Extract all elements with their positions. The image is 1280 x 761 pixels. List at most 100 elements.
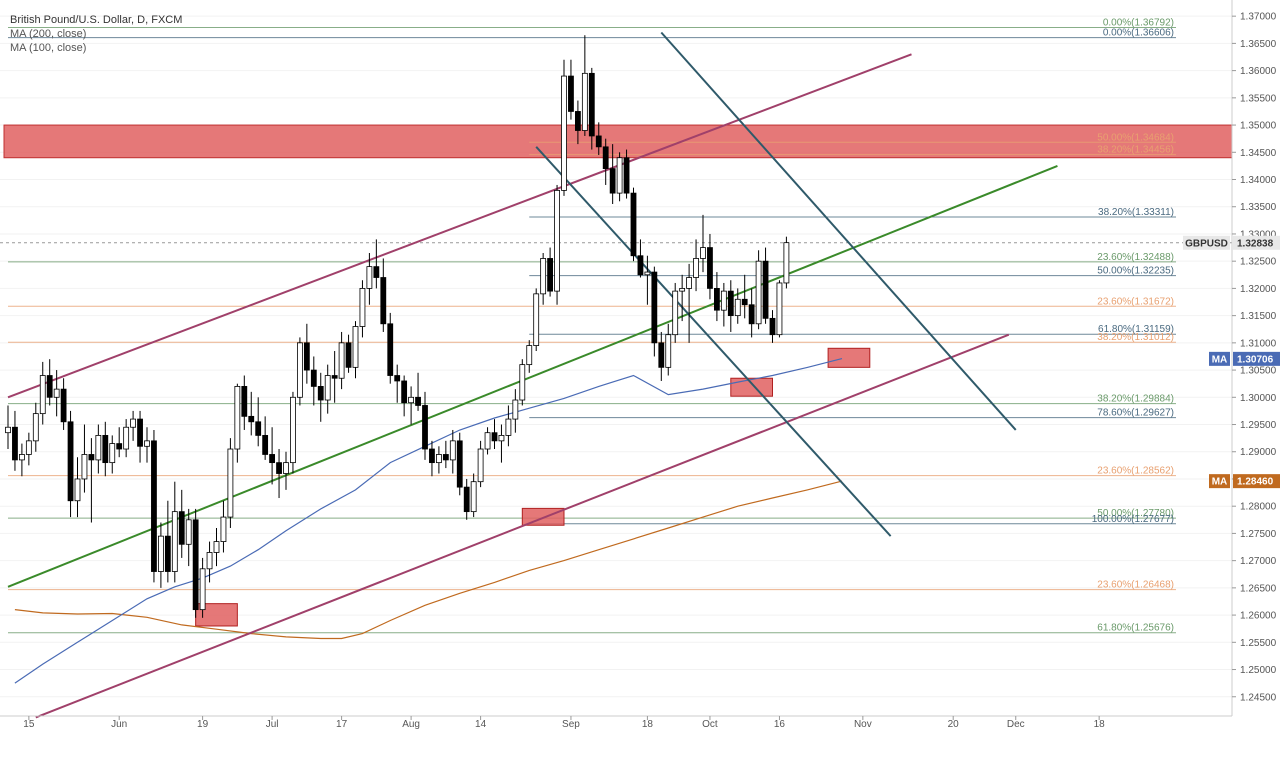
price-tag-value-bg: [1233, 474, 1280, 489]
candle-body: [665, 334, 672, 368]
fib-level-label: 100.00%(1.27677): [1092, 514, 1174, 525]
x-tick-label: 20: [948, 719, 960, 730]
candle-body: [88, 454, 95, 461]
candle: [658, 331, 665, 381]
price-tag-label-bg: [1209, 351, 1230, 366]
candle-body: [783, 242, 790, 284]
y-tick-label: 1.35500: [1240, 93, 1277, 104]
fib-level-label: 38.20%(1.31012): [1097, 332, 1174, 343]
resistance-zone: [3, 124, 1233, 159]
candle: [762, 247, 769, 324]
candle: [185, 508, 192, 567]
candle: [700, 214, 706, 273]
candle: [380, 258, 387, 332]
candle-body: [449, 440, 456, 461]
candle-body: [331, 375, 338, 379]
candle-body: [700, 247, 706, 259]
candle: [623, 149, 630, 199]
support-box: [730, 377, 773, 397]
candle-body: [206, 552, 213, 570]
fib-level-label: 23.60%(1.31672): [1097, 296, 1174, 307]
candle-body: [81, 454, 88, 480]
candle: [707, 233, 713, 300]
candle-body: [144, 440, 150, 447]
candle-body: [241, 386, 248, 417]
candle: [262, 416, 269, 460]
candle-body: [157, 535, 164, 572]
candle-body: [547, 258, 553, 292]
candle: [53, 370, 60, 417]
candle: [359, 280, 366, 338]
fib-level-label: 0.00%(1.36606): [1103, 28, 1174, 39]
candle: [220, 500, 227, 553]
y-tick-label: 1.34500: [1240, 148, 1277, 159]
candle: [720, 282, 727, 327]
fib-level-label: 38.20%(1.29884): [1097, 394, 1174, 405]
candle: [81, 424, 88, 493]
y-tick-label: 1.25500: [1240, 638, 1277, 649]
candle-body: [53, 388, 60, 398]
candle-body: [630, 192, 637, 257]
candle-body: [540, 258, 547, 295]
candle-body: [137, 418, 143, 447]
candle-body: [366, 266, 373, 289]
candle: [164, 500, 171, 583]
y-tick-label: 1.24500: [1240, 692, 1277, 703]
fib-level-label: 61.80%(1.31159): [1098, 324, 1174, 335]
fib-level-label: 38.20%(1.34456): [1097, 145, 1174, 156]
candle-body: [60, 388, 67, 423]
candle-body: [408, 396, 415, 404]
candle-body: [533, 293, 540, 346]
candle-body: [234, 386, 241, 450]
candle-body: [178, 511, 185, 545]
candle-body: [199, 568, 206, 611]
candle-body: [394, 375, 401, 382]
candle-body: [310, 369, 317, 387]
candle-body: [484, 432, 491, 450]
candle: [213, 527, 220, 567]
candle: [644, 255, 651, 305]
y-tick-label: 1.25000: [1240, 665, 1277, 676]
y-tick-label: 1.27500: [1240, 529, 1277, 540]
candle: [310, 356, 317, 406]
candle-body: [303, 342, 310, 371]
candle: [39, 361, 46, 425]
candle-body: [227, 448, 234, 518]
candle-body: [616, 157, 623, 194]
candle: [32, 402, 39, 452]
candle: [714, 272, 720, 322]
price-tag-value: 1.32838: [1237, 238, 1274, 249]
candle-body: [769, 317, 776, 336]
candle-body: [637, 255, 644, 276]
candle: [491, 419, 498, 450]
y-tick-label: 1.28000: [1240, 502, 1277, 513]
candle: [422, 391, 428, 460]
candle-body: [442, 454, 449, 461]
candle: [526, 340, 533, 373]
candle-body: [12, 426, 18, 461]
candle-body: [290, 396, 296, 464]
candle-body: [95, 435, 102, 461]
candle: [602, 138, 609, 185]
candle-body: [269, 454, 276, 464]
candle: [144, 427, 150, 463]
y-tick-label: 1.29000: [1240, 447, 1277, 458]
candle: [60, 378, 67, 430]
candle-body: [276, 462, 282, 474]
candle: [609, 144, 616, 205]
candle: [679, 274, 686, 322]
candle: [151, 429, 157, 583]
candle-body: [25, 440, 32, 455]
x-tick-label: Oct: [702, 719, 718, 730]
candle-body: [359, 288, 366, 327]
candle-body: [505, 418, 512, 436]
price-tag-label: GBPUSD: [1185, 238, 1228, 249]
candle: [331, 351, 338, 403]
candle-body: [651, 271, 658, 344]
y-tick-label: 1.27000: [1240, 556, 1277, 567]
candle-body: [686, 277, 692, 289]
candle: [672, 282, 679, 343]
candle: [345, 334, 352, 373]
